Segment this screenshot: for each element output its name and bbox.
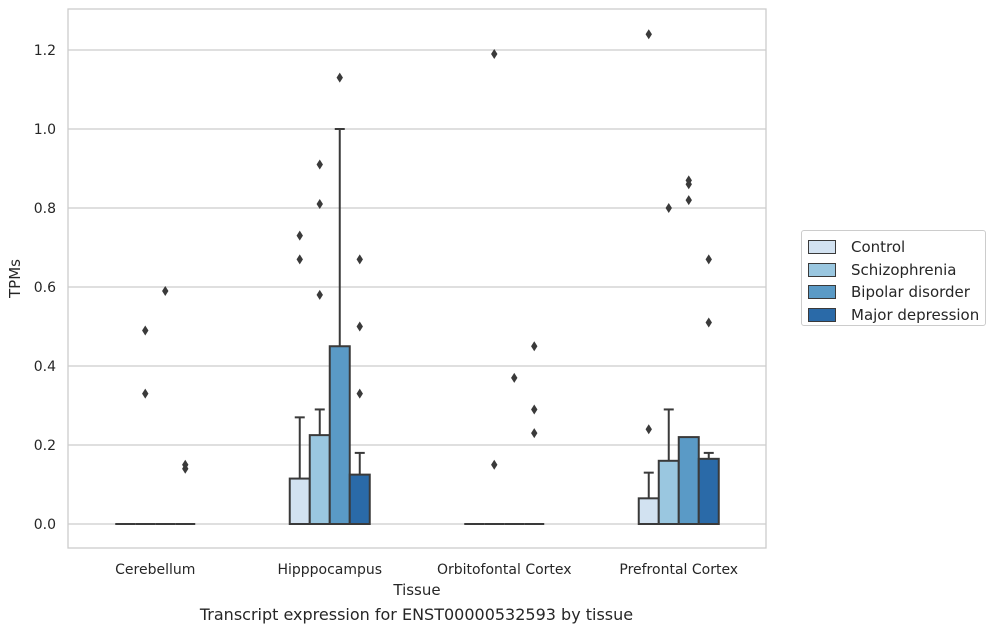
outlier-point [142,325,149,336]
y-tick-labels: 0.0 0.2 0.4 0.6 0.8 1.0 1.2 [34,43,56,533]
x-tick-label: Cerebellum [115,562,195,578]
box-body [308,434,331,525]
outlier-point [296,230,303,241]
outlier-point [531,404,538,415]
legend-label: Schizophrenia [851,260,957,279]
outlier-point [142,388,149,399]
outlier-point [182,459,189,470]
gridlines [68,49,766,525]
legend-swatch [808,240,836,255]
x-tick-label: Prefrontal Cortex [619,562,738,578]
legend-item: Major depression [808,304,985,327]
outlier-point [336,72,343,83]
outlier-point [531,341,538,352]
legend-swatch [808,307,836,322]
box-body [657,459,680,525]
outlier-point [162,285,169,296]
box-body [637,497,660,526]
outlier-point [705,317,712,328]
box-bipolar-disorder [328,72,351,525]
boxes [115,29,720,526]
legend-item: Schizophrenia [808,259,985,282]
outlier-point [685,195,692,206]
box-control [637,29,660,526]
legend-label: Bipolar disorder [851,283,970,302]
outlier-point [491,48,498,59]
outlier-point [316,159,323,170]
box-schizophrenia [484,48,505,525]
box-schizophrenia [308,159,331,525]
legend-swatch [808,262,836,277]
box-control [288,230,311,526]
legend-item: Control [808,236,985,259]
y-tick-label: 0.8 [34,201,56,217]
outlier-point [645,29,652,40]
y-tick-label: 0.2 [34,438,56,454]
legend-label: Control [851,238,906,257]
y-tick-label: 0.4 [34,359,56,375]
outlier-point [356,388,363,399]
legend: Control Schizophrenia Bipolar disorder Majo… [801,230,986,326]
box-body [328,345,351,525]
outlier-point [665,203,672,213]
y-tick-label: 1.2 [34,43,56,59]
box-major-depression [524,341,545,525]
x-tick-labels: Cerebellum Hipppocampus Orbitofontal Corte… [115,562,738,578]
box-major-depression [697,254,720,526]
outlier-point [685,175,692,186]
legend-swatch [808,285,836,300]
y-tick-label: 1.0 [34,122,56,138]
outlier-point [511,372,518,383]
box-bipolar-disorder [677,175,700,526]
box-body [677,436,700,526]
outlier-point [316,289,323,300]
x-tick-label: Hipppocampus [277,562,382,578]
legend-label: Major depression [851,305,980,324]
box-schizophrenia [657,203,680,525]
outlier-point [356,254,363,265]
chart-caption: Transcript expression for ENST0000053259… [199,605,634,624]
outlier-point [296,254,303,265]
box-major-depression [348,254,371,525]
outlier-point [491,459,498,470]
box-body [697,457,720,526]
box-bipolar-disorder [504,372,525,525]
box-schizophrenia [135,325,156,525]
plot-area-frame [67,8,767,549]
outlier-point [705,254,712,265]
x-axis-title: Tissue [392,581,440,599]
y-axis-title: TPMs [6,259,24,299]
y-tick-label: 0.0 [34,517,56,533]
legend-item: Bipolar disorder [808,281,985,304]
x-tick-label: Orbitofontal Cortex [437,562,572,578]
box-bipolar-disorder [155,285,176,525]
outlier-point [645,424,652,435]
box-body [288,477,311,526]
box-body [348,473,371,525]
y-tick-label: 0.6 [34,280,56,296]
box-major-depression [175,459,196,525]
outlier-point [316,199,323,210]
outlier-point [356,321,363,332]
outlier-point [531,428,538,439]
